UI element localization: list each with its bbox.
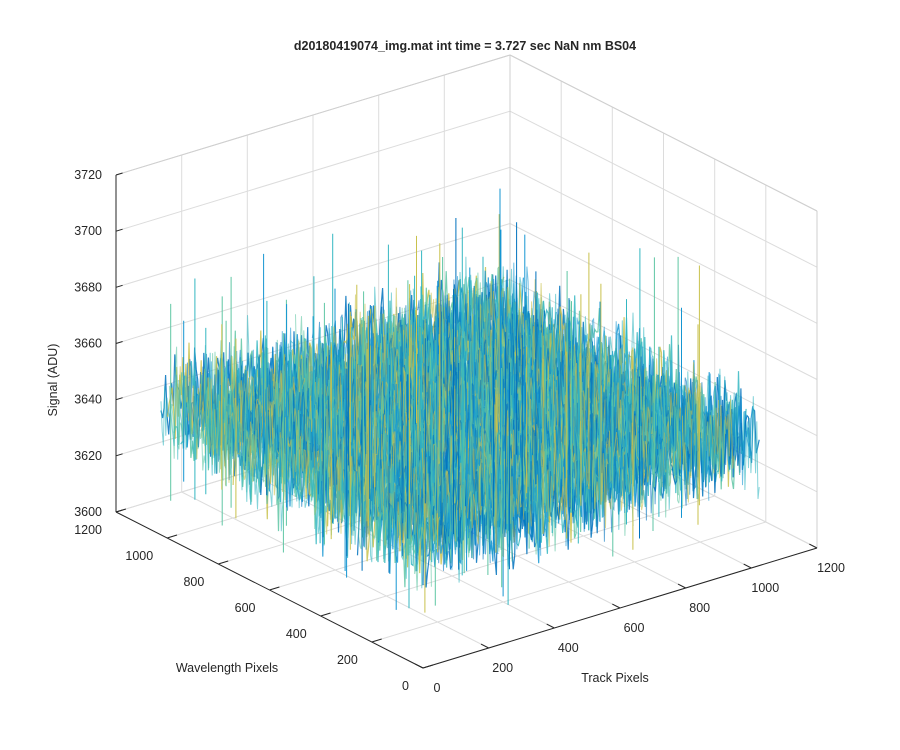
x-tick-label: 200 bbox=[492, 661, 513, 675]
z-tick-label: 3660 bbox=[74, 337, 102, 351]
surface-mesh bbox=[160, 188, 760, 613]
x-axis-label: Track Pixels bbox=[581, 671, 649, 685]
y-tick-label: 0 bbox=[402, 679, 409, 693]
z-tick-label: 3720 bbox=[74, 168, 102, 182]
x-tick-label: 600 bbox=[624, 621, 645, 635]
z-tick-label: 3600 bbox=[74, 505, 102, 519]
y-tick-mark bbox=[269, 586, 280, 591]
x-tick-mark bbox=[677, 583, 686, 589]
z-tick-label: 3700 bbox=[74, 224, 102, 238]
box-edge bbox=[115, 54, 511, 176]
z-tick-label: 3620 bbox=[74, 449, 102, 463]
grid-line bbox=[509, 223, 818, 380]
y-tick-label: 600 bbox=[235, 601, 256, 615]
box-edge bbox=[509, 54, 818, 212]
x-tick-mark bbox=[809, 543, 818, 549]
z-tick-label: 3680 bbox=[74, 280, 102, 294]
x-tick-mark bbox=[743, 563, 752, 569]
y-tick-label: 400 bbox=[286, 627, 307, 641]
y-tick-mark bbox=[218, 560, 229, 565]
x-tick-mark bbox=[612, 603, 621, 609]
z-tick-mark bbox=[115, 397, 123, 401]
z-axis-label: Signal (ADU) bbox=[46, 344, 60, 417]
y-tick-label: 1200 bbox=[74, 523, 102, 537]
z-tick-mark bbox=[115, 453, 123, 457]
y-tick-mark bbox=[371, 638, 382, 643]
y-axis-label: Wavelength Pixels bbox=[176, 661, 278, 675]
z-tick-mark bbox=[115, 228, 123, 232]
x-tick-label: 400 bbox=[558, 641, 579, 655]
grid-line bbox=[115, 110, 511, 232]
z-tick-mark bbox=[115, 284, 123, 288]
x-tick-label: 800 bbox=[689, 601, 710, 615]
grid-line bbox=[509, 110, 818, 268]
y-tick-label: 200 bbox=[337, 653, 358, 667]
z-tick-mark bbox=[115, 341, 123, 344]
grid-line bbox=[320, 495, 715, 617]
y-tick-mark bbox=[422, 664, 434, 669]
surface-column-line bbox=[236, 349, 499, 556]
x-tick-mark bbox=[480, 643, 489, 649]
grid-line bbox=[509, 166, 818, 324]
y-tick-mark bbox=[167, 534, 178, 539]
x-tick-mark bbox=[415, 663, 424, 669]
y-tick-label: 800 bbox=[183, 575, 204, 589]
z-tick-label: 3640 bbox=[74, 393, 102, 407]
x-tick-label: 1000 bbox=[751, 581, 779, 595]
surface-column-line bbox=[160, 374, 424, 589]
grid-line bbox=[371, 521, 766, 643]
grid-line bbox=[115, 166, 511, 288]
x-tick-mark bbox=[546, 623, 555, 629]
chart-title: d20180419074_img.mat int time = 3.727 se… bbox=[294, 39, 636, 53]
grid-line bbox=[115, 223, 511, 344]
x-tick-label: 0 bbox=[434, 681, 441, 695]
surface-column-line bbox=[379, 307, 642, 536]
y-tick-label: 1000 bbox=[125, 549, 153, 563]
x-tick-label: 1200 bbox=[817, 561, 845, 575]
z-tick-mark bbox=[115, 172, 123, 176]
y-tick-mark bbox=[320, 612, 331, 617]
axes bbox=[115, 172, 818, 669]
z-tick-mark bbox=[115, 509, 123, 513]
tick-labels: 0 200 400 600 800 1000 1200 0 200 400 600 800 1000 12… bbox=[74, 168, 845, 695]
